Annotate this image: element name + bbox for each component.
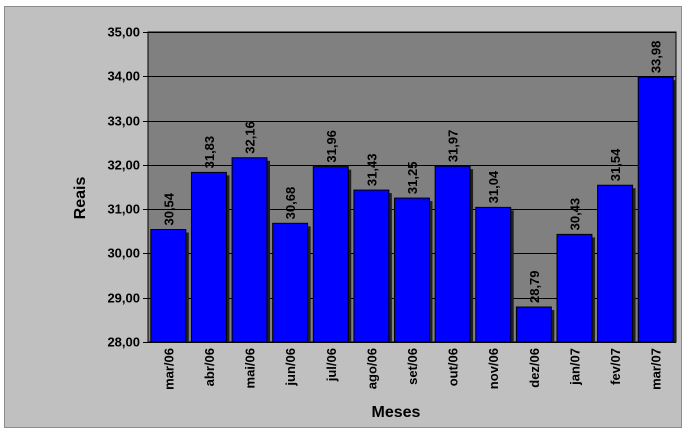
x-tick-label: dez/06 <box>527 348 542 388</box>
x-tick-label: jan/07 <box>567 348 582 386</box>
bar <box>353 189 390 343</box>
bar <box>556 233 593 343</box>
chart-area: 28,00 29,00 30,00 31,00 32,00 33,00 34,00 35,00… <box>4 6 682 428</box>
bar-value-label: 30,68 <box>283 187 298 220</box>
bar-value-label: 31,25 <box>405 162 420 195</box>
bar-value-label: 31,97 <box>446 130 461 163</box>
bar-value-label: 30,43 <box>567 198 582 231</box>
bar <box>434 165 471 343</box>
y-tick-label: 34,00 <box>107 69 140 84</box>
bar-value-label: 31,43 <box>364 154 379 187</box>
y-tick-label: 33,00 <box>107 114 140 129</box>
x-tick-label: mar/07 <box>649 348 664 390</box>
x-tick-label: mar/06 <box>161 348 176 390</box>
x-tick-label: jul/06 <box>324 348 339 382</box>
bar <box>190 171 227 343</box>
bar <box>150 229 187 343</box>
x-tick-label: nov/06 <box>486 348 501 389</box>
bar-value-label: 31,96 <box>324 130 339 163</box>
bar-value-label: 30,54 <box>161 192 176 225</box>
y-tick-label: 31,00 <box>107 202 140 217</box>
y-tick-label: 29,00 <box>107 291 140 306</box>
bar-value-label: 33,98 <box>649 41 664 74</box>
y-tick-label: 35,00 <box>107 25 140 40</box>
y-tick-label: 32,00 <box>107 158 140 173</box>
bar <box>597 184 634 343</box>
bar <box>231 157 268 343</box>
bar <box>515 306 552 343</box>
y-axis-title: Reais <box>72 177 89 220</box>
bar-value-label: 31,54 <box>608 148 623 181</box>
y-tick-label: 30,00 <box>107 246 140 261</box>
bar-value-label: 28,79 <box>527 270 542 303</box>
bar <box>394 197 430 343</box>
x-tick-label: out/06 <box>446 348 461 386</box>
bar-chart: 28,00 29,00 30,00 31,00 32,00 33,00 34,00 35,00… <box>72 25 677 421</box>
bar-value-label: 32,16 <box>243 121 258 154</box>
x-tick-label: mai/06 <box>243 348 258 388</box>
bar <box>312 166 349 343</box>
x-tick-label: fev/07 <box>608 348 623 385</box>
bar <box>272 222 309 343</box>
x-tick-label: abr/06 <box>202 348 217 386</box>
x-tick-label: set/06 <box>405 348 420 385</box>
bar <box>637 76 674 343</box>
x-tick-label: jun/06 <box>283 348 298 387</box>
bar <box>475 206 512 343</box>
bar-value-label: 31,83 <box>202 136 217 169</box>
y-tick-label: 28,00 <box>107 335 140 350</box>
x-axis-title: Meses <box>372 404 421 421</box>
bar-value-label: 31,04 <box>486 170 501 203</box>
x-tick-label: ago/06 <box>364 348 379 389</box>
